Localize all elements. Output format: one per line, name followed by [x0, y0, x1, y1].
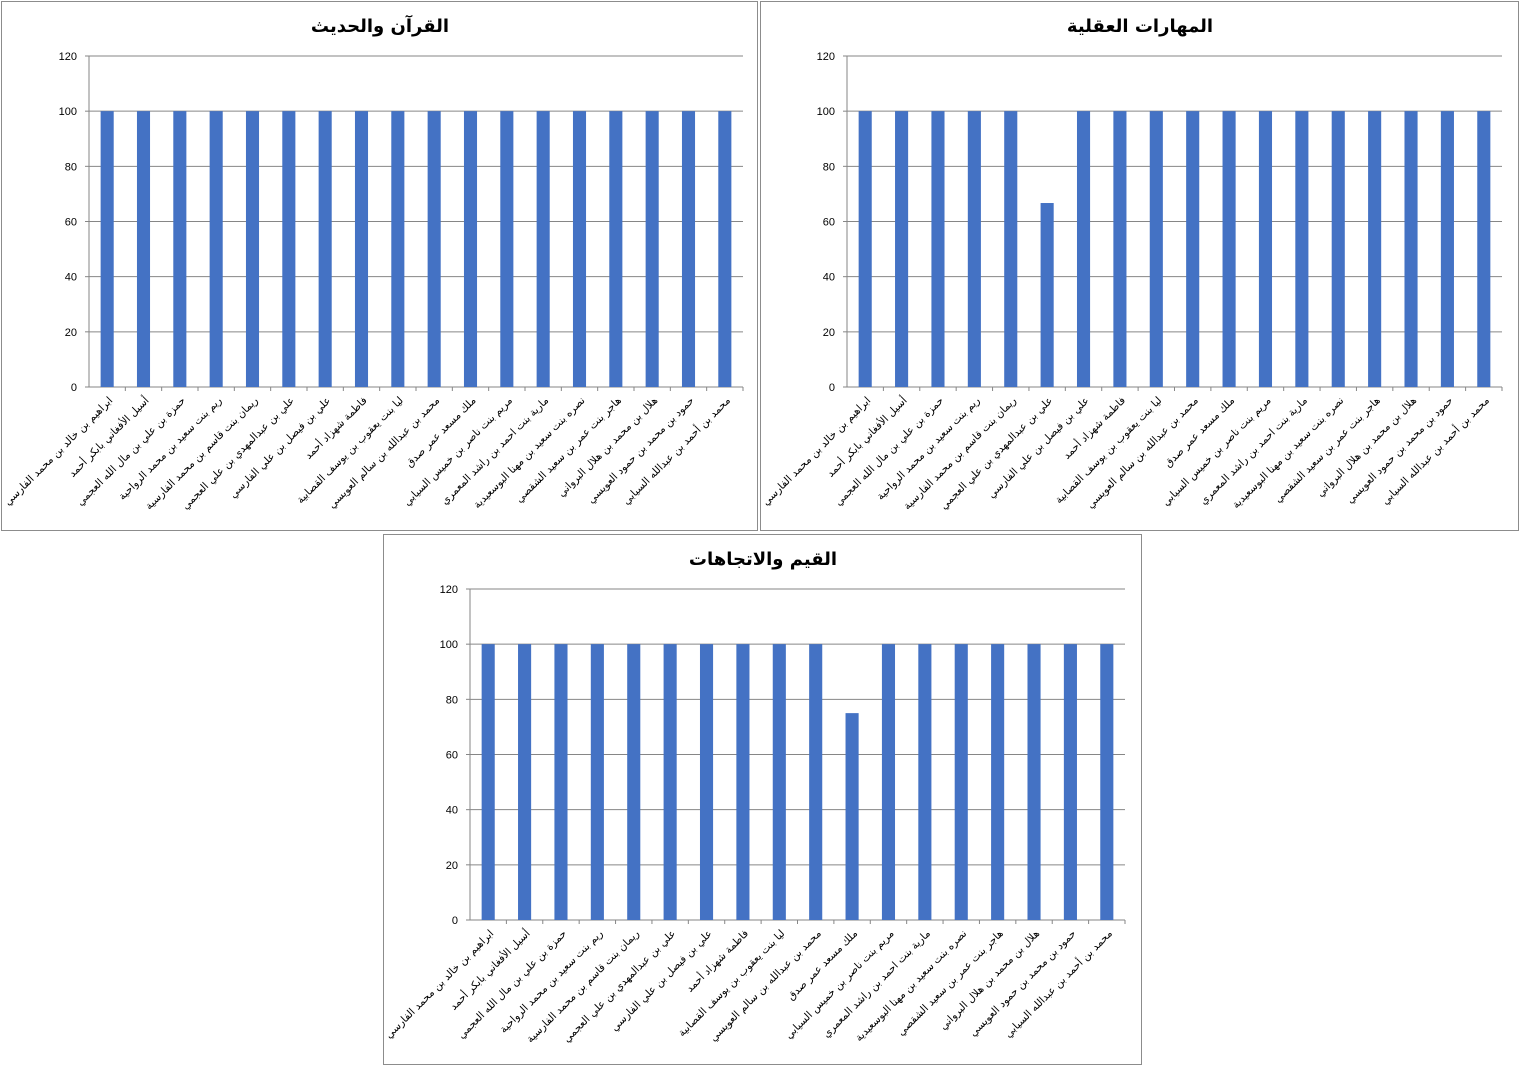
- bar: [1477, 111, 1491, 388]
- bar: [645, 111, 659, 388]
- chart-values-attitudes: القيم والاتجاهات 0 20 40 60 80 100 120 ابراهيم ب…: [383, 534, 1142, 1065]
- bar: [1076, 111, 1091, 388]
- y-tick-label: 40: [823, 272, 835, 284]
- chart-quran-hadith: القرآن والحديث 0 20 40 60 80 100 120 ابراهيم بن …: [1, 1, 758, 531]
- y-tick-label: 20: [446, 860, 458, 872]
- chart-title: القرآن والحديث: [311, 14, 449, 37]
- bar: [518, 644, 532, 920]
- bar: [663, 644, 677, 920]
- y-tick-label: 40: [446, 805, 458, 817]
- y-tick-label: 60: [823, 217, 835, 229]
- bar: [1440, 111, 1454, 388]
- y-tick-label: 20: [823, 327, 835, 339]
- y-tick-label: 20: [65, 327, 77, 339]
- bar: [1222, 111, 1236, 388]
- bar: [609, 111, 623, 388]
- bar: [1040, 203, 1054, 387]
- bar: [1258, 111, 1273, 388]
- bar: [681, 111, 696, 388]
- bar: [1113, 111, 1127, 388]
- bar: [895, 111, 909, 388]
- bar: [858, 111, 872, 388]
- bar: [954, 644, 968, 920]
- bar: [1295, 111, 1309, 388]
- y-tick-label: 60: [65, 217, 77, 229]
- x-tick-label: ملك مسعد عمر صدق: [785, 928, 860, 1003]
- bar: [100, 111, 114, 388]
- bar: [173, 111, 187, 388]
- bar: [881, 644, 896, 920]
- bar: [427, 111, 441, 388]
- bar: [1368, 111, 1382, 388]
- chart-title: القيم والاتجاهات: [689, 549, 837, 570]
- bar: [391, 111, 405, 388]
- bar: [718, 111, 732, 388]
- y-tick-label: 120: [817, 51, 835, 63]
- bar: [1027, 644, 1041, 920]
- bar: [481, 644, 495, 920]
- bar: [845, 713, 859, 920]
- bar: [772, 644, 786, 920]
- bar: [1186, 111, 1200, 388]
- bar: [627, 644, 641, 920]
- x-tick-label: فاطمة شهزاد أحمد: [682, 926, 751, 995]
- bar: [931, 111, 945, 388]
- bar: [318, 111, 332, 388]
- bar: [918, 644, 932, 920]
- bar: [282, 111, 296, 388]
- y-tick-label: 80: [446, 694, 458, 706]
- bar: [1404, 111, 1418, 388]
- y-tick-label: 120: [440, 584, 458, 596]
- x-tick-label: ملك مسعد عمر صدق: [404, 395, 479, 470]
- bar: [699, 644, 714, 920]
- bar: [136, 111, 151, 388]
- bar: [500, 111, 514, 388]
- bar: [1331, 111, 1345, 388]
- bar: [991, 644, 1005, 920]
- bar: [354, 111, 369, 388]
- bar: [1149, 111, 1163, 388]
- bar: [572, 111, 587, 388]
- x-tick-label: ملك مسعد عمر صدق: [1162, 395, 1237, 470]
- bar: [967, 111, 981, 388]
- y-tick-label: 0: [829, 382, 835, 394]
- chart-mental-skills: المهارات العقلية 0 20 40 60 80 100 120 ابراهيم ب…: [760, 1, 1519, 531]
- bar: [554, 644, 568, 920]
- bar: [1063, 644, 1077, 920]
- y-tick-label: 120: [59, 51, 77, 63]
- y-tick-label: 0: [452, 915, 458, 927]
- y-tick-label: 60: [446, 750, 458, 762]
- y-tick-label: 100: [440, 639, 458, 651]
- bar: [463, 111, 478, 388]
- x-tick-label: فاطمة شهزاد أحمد: [1059, 393, 1128, 462]
- bar: [1100, 644, 1114, 920]
- bar: [245, 111, 260, 388]
- bar: [809, 644, 823, 920]
- y-tick-label: 100: [59, 106, 77, 118]
- x-tick-label: فاطمة شهزاد أحمد: [301, 393, 370, 462]
- bar: [1004, 111, 1018, 388]
- bar: [209, 111, 223, 388]
- bar: [536, 111, 550, 388]
- y-tick-label: 0: [71, 382, 77, 394]
- y-tick-label: 80: [65, 161, 77, 173]
- y-tick-label: 40: [65, 272, 77, 284]
- bar: [590, 644, 604, 920]
- bar: [736, 644, 750, 920]
- y-tick-label: 100: [817, 106, 835, 118]
- chart-title: المهارات العقلية: [1067, 16, 1213, 37]
- y-tick-label: 80: [823, 161, 835, 173]
